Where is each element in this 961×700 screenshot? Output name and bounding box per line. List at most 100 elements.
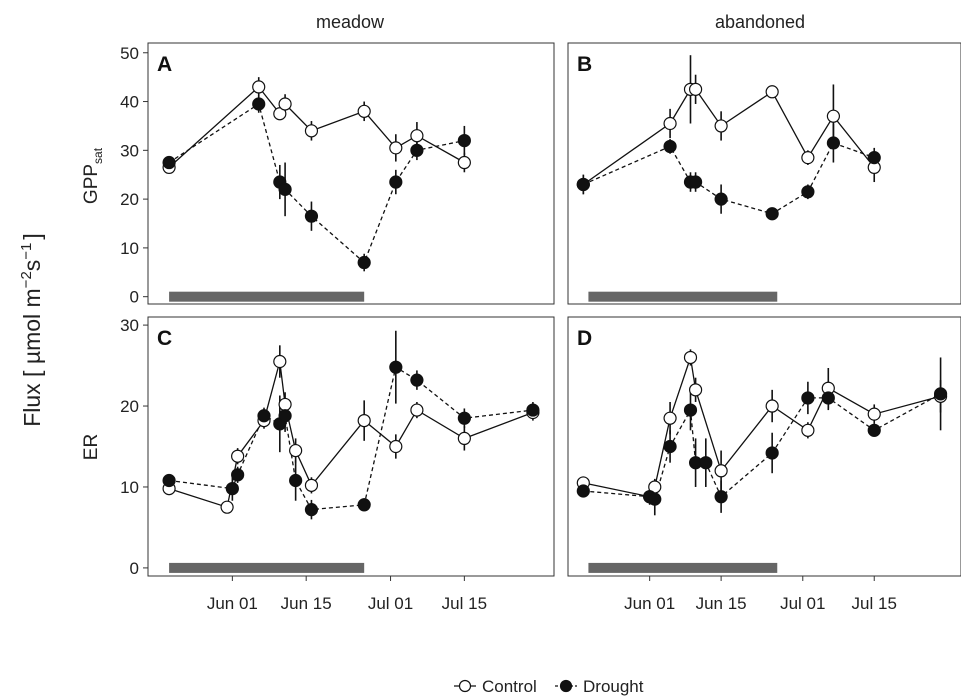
panel-frame-D — [567, 316, 961, 577]
data-point-C-drought-5 — [278, 409, 292, 423]
data-point-B-control-7 — [826, 109, 841, 123]
data-point-A-control-8 — [457, 155, 471, 170]
legend-label-control: Control — [482, 677, 537, 696]
data-point-A-control-5 — [357, 104, 371, 118]
data-point-C-drought-12 — [526, 403, 540, 417]
facet-label-abandoned: abandoned — [715, 12, 805, 32]
y-tick-label-C-2: 20 — [120, 397, 139, 416]
data-point-C-control-5 — [278, 397, 292, 412]
facet-label-meadow: meadow — [316, 12, 385, 32]
data-point-D-control-8 — [801, 423, 815, 437]
data-point-A-drought-6 — [389, 175, 403, 189]
panel-D: D Jun 01 Jun 15 Jul 01 Jul 15 — [567, 316, 961, 613]
data-point-D-drought-11 — [867, 423, 881, 437]
data-point-A-drought-4 — [304, 209, 319, 223]
data-point-B-drought-3 — [688, 175, 703, 189]
data-point-B-control-1 — [663, 116, 677, 131]
legend-key-control — [454, 679, 476, 693]
data-point-A-drought-8 — [457, 133, 471, 148]
data-point-C-control-8 — [357, 414, 371, 428]
data-point-B-drought-1 — [663, 139, 677, 154]
data-point-A-drought-0 — [162, 155, 176, 170]
x-tick-label-D-1: Jun 15 — [696, 594, 747, 613]
y-tick-label-C-3: 30 — [120, 316, 139, 335]
data-point-D-drought-9 — [801, 391, 815, 405]
data-point-A-drought-7 — [410, 143, 424, 157]
series-line-D-drought — [583, 393, 941, 501]
y-tick-label-A-4: 40 — [120, 93, 139, 112]
y-tick-label-A-0: 0 — [130, 288, 139, 307]
x-tick-label-C-3: Jul 15 — [442, 594, 487, 613]
y-tick-label-A-5: 50 — [120, 44, 139, 63]
data-point-A-drought-5 — [357, 255, 371, 270]
data-point-B-drought-0 — [576, 177, 590, 192]
series-line-B-control — [582, 88, 875, 186]
x-tick-label-D-2: Jul 01 — [780, 594, 825, 613]
data-point-C-control-4 — [273, 354, 287, 369]
data-point-C-drought-8 — [357, 498, 371, 512]
panel-B: B — [567, 42, 961, 305]
data-point-D-drought-8 — [765, 446, 779, 460]
x-tick-label-D-3: Jul 15 — [852, 594, 897, 613]
data-point-D-drought-4 — [683, 403, 698, 417]
data-point-D-drought-0 — [576, 484, 590, 498]
data-point-C-control-9 — [389, 439, 403, 454]
data-point-D-control-6 — [714, 464, 728, 478]
data-point-A-control-4 — [304, 124, 319, 138]
x-tick-label-C-2: Jul 01 — [368, 594, 413, 613]
y-tick-label-A-3: 30 — [120, 141, 139, 160]
data-point-A-control-3 — [278, 97, 292, 111]
data-point-C-drought-9 — [389, 360, 403, 374]
data-point-A-control-7 — [410, 129, 424, 143]
panel-letter-B: B — [577, 53, 592, 76]
data-point-D-control-3 — [663, 411, 677, 425]
panel-frame-B — [567, 42, 961, 305]
data-point-C-drought-6 — [289, 473, 303, 488]
drought-period-bar-C — [169, 562, 365, 573]
data-point-C-drought-0 — [162, 473, 176, 488]
data-point-B-drought-7 — [826, 136, 841, 150]
data-point-D-control-7 — [765, 399, 779, 413]
y-tick-label-A-1: 10 — [120, 239, 139, 258]
y-axis-title-sup2: −1 — [18, 243, 35, 260]
panels: A 0 10 20 30 40 50 B C 0 10 20 30 Jun 01 Jun 15 Jul 01 J… — [120, 42, 961, 613]
panel-frame-A — [147, 42, 555, 305]
x-tick-label-D-0: Jun 01 — [624, 594, 675, 613]
row-label-gpp: GPPsat — [81, 147, 105, 204]
panel-A: A 0 10 20 30 40 50 — [120, 42, 555, 307]
data-point-D-drought-2 — [648, 492, 662, 506]
data-point-A-control-1 — [252, 80, 266, 94]
data-point-B-control-3 — [688, 82, 703, 96]
data-point-C-control-1 — [220, 500, 234, 514]
data-point-C-control-6 — [289, 443, 303, 458]
data-point-C-drought-7 — [304, 503, 319, 517]
row-label-er: ER — [81, 434, 102, 460]
data-point-D-drought-7 — [714, 490, 728, 504]
drought-period-bar-B — [588, 291, 778, 302]
data-point-A-control-6 — [389, 141, 403, 155]
data-point-B-control-4 — [714, 119, 728, 133]
legend-key-control-marker — [458, 679, 472, 693]
data-point-D-control-5 — [688, 383, 703, 397]
row-label-gpp-sub: sat — [91, 147, 105, 164]
data-point-A-drought-1 — [252, 97, 266, 111]
series-line-C-drought — [169, 366, 533, 511]
data-point-B-drought-4 — [714, 192, 728, 206]
data-point-D-drought-12 — [933, 387, 948, 401]
series-line-D-control — [583, 357, 941, 498]
series-line-C-control — [168, 361, 534, 509]
data-point-D-control-4 — [683, 350, 698, 365]
legend-label-drought: Drought — [583, 677, 644, 696]
data-point-C-drought-11 — [457, 411, 471, 425]
data-point-D-drought-6 — [699, 456, 713, 470]
panel-letter-A: A — [157, 53, 172, 76]
drought-period-bar-A — [169, 291, 365, 302]
y-tick-label-C-1: 10 — [120, 478, 139, 497]
data-point-C-control-11 — [457, 431, 471, 446]
data-point-C-control-10 — [410, 403, 424, 417]
data-point-B-drought-5 — [765, 207, 779, 221]
data-point-C-drought-1 — [225, 481, 239, 496]
x-tick-label-C-0: Jun 01 — [207, 594, 258, 613]
drought-period-bar-D — [588, 562, 778, 573]
